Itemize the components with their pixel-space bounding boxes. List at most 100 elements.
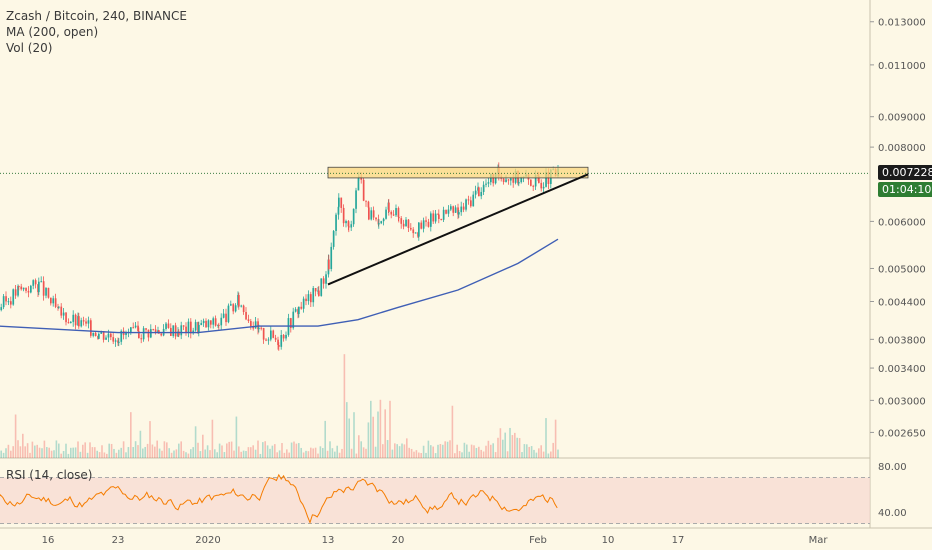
volume-bar: [434, 453, 437, 458]
candle-body: [382, 218, 385, 222]
volume-bar: [14, 414, 17, 458]
volume-bar: [334, 451, 336, 458]
volume-bar: [502, 439, 504, 458]
volume-bar: [192, 447, 194, 458]
volume-bar: [86, 452, 89, 458]
volume-bar: [290, 442, 293, 458]
candle-body: [302, 298, 305, 309]
volume-bar: [473, 445, 475, 458]
candle-body: [265, 339, 267, 341]
volume-bar: [7, 444, 10, 458]
volume-bar: [554, 419, 557, 458]
candle-body: [160, 333, 163, 336]
volume-bar: [22, 433, 24, 458]
volume-bar: [223, 452, 226, 458]
volume-bar: [451, 405, 454, 458]
volume-legend[interactable]: Vol (20): [6, 41, 53, 55]
candle-body: [45, 287, 47, 296]
volume-bar: [418, 452, 420, 458]
volume-bar: [298, 443, 300, 458]
candle-body: [214, 318, 217, 326]
volume-bar: [422, 445, 425, 458]
candle-body: [470, 200, 472, 207]
volume-bar: [478, 446, 480, 458]
candle-body: [397, 208, 400, 218]
volume-bar: [302, 452, 305, 458]
price-tick-label: 0.003400: [878, 364, 926, 375]
volume-bar: [336, 445, 338, 458]
candle-body: [32, 280, 35, 286]
candle-body: [117, 340, 119, 343]
candle-body: [422, 220, 425, 229]
volume-bar: [331, 448, 334, 458]
candle-body: [345, 221, 347, 224]
price-tick-label: 0.008000: [878, 143, 926, 154]
volume-bar: [120, 447, 122, 458]
candle-body: [375, 217, 377, 220]
candle-body: [368, 207, 370, 220]
price-tick-label: 0.003800: [878, 335, 926, 346]
time-tick-label: 10: [602, 535, 615, 546]
candle-body: [234, 305, 237, 312]
candle-body: [232, 304, 235, 312]
candle-body: [257, 321, 259, 330]
candle-body: [185, 326, 187, 333]
ma-legend[interactable]: MA (200, open): [6, 25, 99, 39]
countdown-tag: 01:04:10: [878, 182, 932, 198]
candle-body: [474, 190, 477, 195]
volume-bar: [468, 451, 470, 458]
volume-bar: [209, 450, 211, 458]
volume-bar: [372, 416, 374, 458]
candle-body: [510, 178, 512, 181]
candle-body: [7, 301, 10, 303]
candle-body: [82, 320, 85, 322]
volume-bar: [96, 450, 98, 458]
candle-body: [172, 325, 175, 336]
volume-bar: [238, 446, 240, 458]
candle-body: [342, 207, 345, 224]
candle-body: [262, 328, 265, 340]
candle-body: [545, 172, 547, 187]
candle-body: [392, 214, 395, 216]
volume-bar: [552, 442, 554, 458]
volume-bar: [480, 449, 482, 458]
volume-bar: [89, 442, 91, 458]
candle-body: [222, 313, 225, 318]
volume-bar: [262, 442, 264, 458]
candle-body: [130, 327, 132, 332]
volume-bar: [125, 452, 127, 458]
candle-body: [5, 296, 7, 302]
volume-bar: [499, 428, 502, 458]
candle-body: [457, 207, 459, 215]
volume-bar: [122, 441, 125, 458]
price-tick-label: 0.005000: [878, 264, 926, 275]
volume-bar: [341, 448, 343, 458]
candle-body: [478, 187, 480, 197]
volume-bar: [211, 419, 214, 458]
candle-body: [378, 223, 380, 225]
candle-body: [165, 323, 167, 329]
volume-bar: [490, 444, 492, 458]
candle-body: [0, 307, 3, 311]
volume-bar: [247, 447, 250, 458]
volume-bar: [178, 443, 180, 458]
volume-bar: [17, 440, 19, 458]
candle-body: [320, 278, 323, 296]
volume-bar: [46, 447, 48, 458]
volume-bar: [324, 420, 326, 458]
symbol-legend[interactable]: Zcash / Bitcoin, 240, BINANCE MA (200, o…: [6, 8, 187, 56]
candle-body: [98, 333, 100, 339]
candle-body: [400, 218, 403, 224]
candle-body: [94, 332, 97, 337]
volume-bar: [338, 452, 341, 458]
candle-body: [120, 330, 123, 342]
candle-body: [252, 326, 255, 329]
candle-body: [532, 185, 535, 187]
candle-body: [167, 323, 170, 328]
volume-bar: [458, 451, 461, 458]
volume-bar: [300, 447, 302, 458]
volume-bar: [295, 443, 298, 458]
rsi-legend[interactable]: RSI (14, close): [6, 468, 93, 482]
candle-body: [272, 330, 275, 338]
